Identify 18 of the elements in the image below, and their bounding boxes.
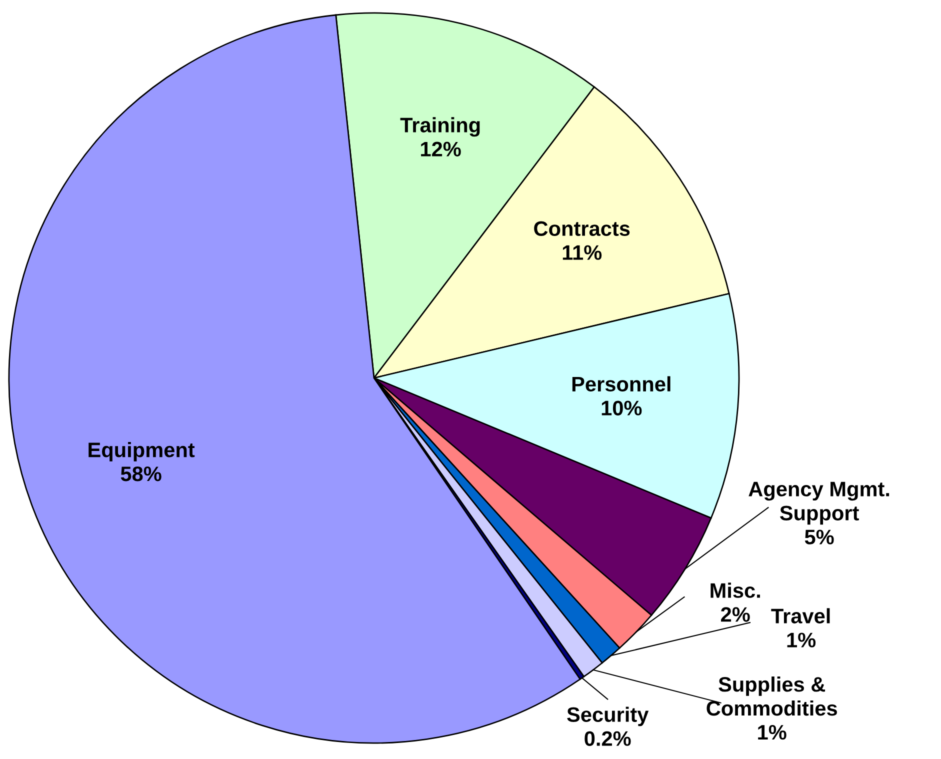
data-label: 12% <box>421 142 461 156</box>
data-label: 0.2% <box>584 731 631 746</box>
slice-label: Security <box>567 706 649 726</box>
slice-label: Travel <box>771 608 830 624</box>
data-label: 10% <box>602 400 642 416</box>
slice-label: Agency Mgmt. Support <box>748 482 890 525</box>
slice-label: Equipment <box>88 442 195 462</box>
data-label: 58% <box>120 466 162 482</box>
slice-label: Contracts <box>534 221 630 236</box>
data-label: 1% <box>787 632 816 648</box>
slice-label: Training <box>400 117 480 137</box>
data-label: 11% <box>562 245 602 260</box>
data-label: 5% <box>804 530 834 544</box>
slice-label: Supplies & Commodities <box>706 676 837 716</box>
slice-label: Misc. <box>710 582 760 598</box>
slice-label: Personnel <box>572 376 670 392</box>
data-label: 1% <box>758 724 786 740</box>
data-label: 2% <box>721 607 750 622</box>
